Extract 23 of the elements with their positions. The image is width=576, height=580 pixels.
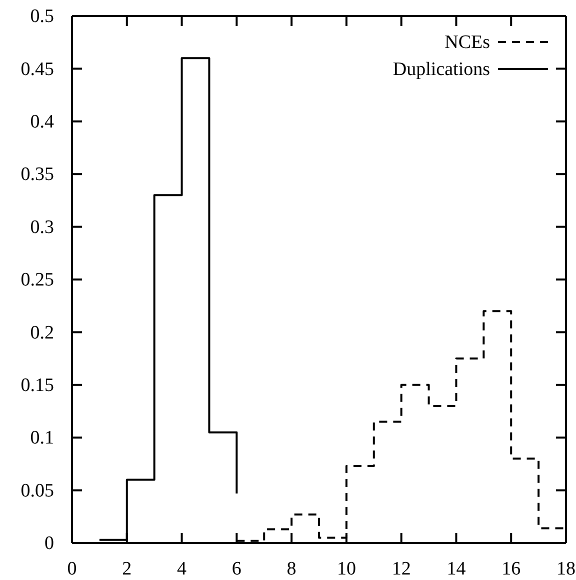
y-tick-label: 0.05 — [20, 480, 54, 502]
y-tick-label: 0.3 — [30, 216, 54, 238]
x-tick-label: 8 — [286, 558, 296, 580]
y-tick-label: 0.35 — [20, 164, 54, 186]
y-tick-label: 0.45 — [20, 58, 54, 80]
y-tick-label: 0.5 — [30, 6, 54, 28]
y-tick-label: 0.15 — [20, 374, 54, 396]
x-tick-label: 4 — [177, 558, 188, 580]
y-tick-label: 0.4 — [30, 111, 54, 132]
x-tick-label: 18 — [556, 558, 576, 580]
x-tick-label: 14 — [446, 558, 466, 580]
x-tick-label: 10 — [336, 558, 356, 580]
y-tick-label: 0.2 — [30, 322, 54, 344]
x-tick-label: 6 — [232, 558, 242, 580]
x-tick-label: 12 — [392, 558, 411, 580]
y-tick-label: 0.1 — [30, 428, 54, 449]
y-tick-label: 0.25 — [20, 270, 54, 291]
legend-label: NCEs — [444, 32, 490, 53]
x-tick-label: 0 — [67, 558, 77, 580]
x-tick-label: 16 — [502, 558, 521, 580]
y-tick-label: 0 — [44, 533, 54, 554]
x-tick-label: 2 — [122, 558, 132, 580]
legend-label: Duplications — [392, 59, 490, 80]
